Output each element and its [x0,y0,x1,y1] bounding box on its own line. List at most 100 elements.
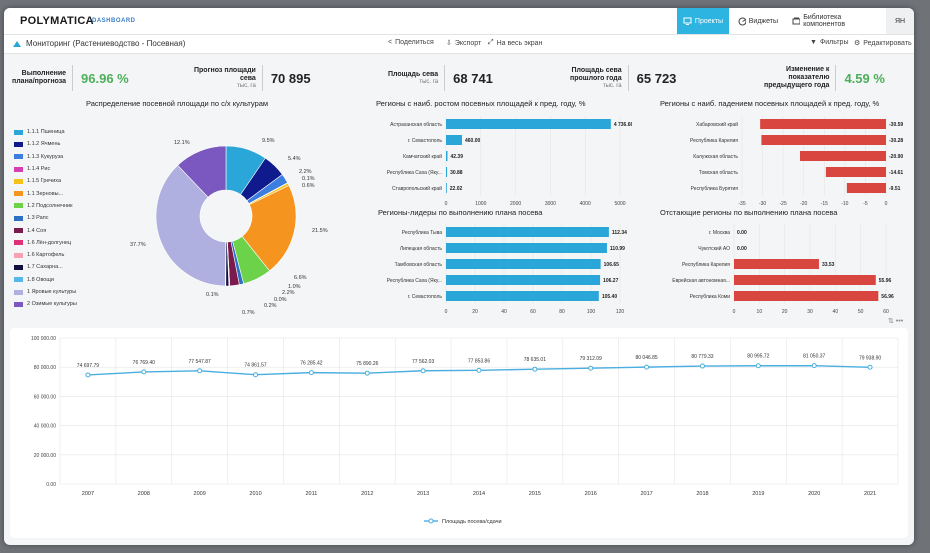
pie-slice[interactable] [241,185,297,272]
legend-item[interactable]: 1.1 Зерновы... [14,187,77,199]
widget-menu-icon[interactable]: ⇅ ••• [888,318,904,325]
category-label: Республика Карелия [690,138,738,144]
data-point[interactable] [476,367,482,373]
y-tick-label: 20 000.00 [34,453,56,459]
legend-marker [428,518,434,524]
data-point[interactable] [867,364,873,370]
nav-projects[interactable]: Проекты [677,8,729,34]
nav-projects-label: Проекты [694,17,723,25]
growth-title: Регионы с наиб. ростом посевных площадей… [376,99,586,108]
nav-component-library[interactable]: Библиотека компонентов [786,8,884,34]
legend-label: 1.8 Овощи [27,276,54,283]
legend-item[interactable]: 2 Озимые культуры [14,298,77,310]
bar[interactable] [734,259,819,269]
data-label: 75 890.26 [356,361,378,367]
category-label: Калужская область [693,154,738,160]
data-point[interactable] [308,370,314,376]
pie-slice-label: 37.7% [130,242,146,248]
x-tick-label: -10 [841,201,848,207]
edit-button[interactable]: ⚙ Редактировать [854,39,912,48]
bar[interactable] [446,291,599,301]
bar[interactable] [800,151,886,161]
data-point[interactable] [588,365,594,371]
bar[interactable] [446,135,463,145]
bar[interactable] [446,227,609,237]
data-point[interactable] [699,363,705,369]
data-point[interactable] [755,363,761,369]
user-avatar[interactable]: ЯН [886,8,914,34]
data-point[interactable] [364,370,370,376]
bar[interactable] [734,275,876,285]
legend-item[interactable]: 1.7 Сахарна... [14,261,77,273]
bar-value-label: 4 736.66 [614,122,632,128]
legend-label: 1.2 Подсолнечник [27,202,73,209]
data-point[interactable] [532,366,538,372]
dashboard-toolbar: Мониторинг (Растениеводство - Посевная) … [4,35,914,54]
legend-item[interactable]: 1.2 Подсолнечник [14,200,77,212]
kpi-label-line3: предыдущего года [764,82,830,89]
legend-item[interactable]: 1.1.5 Гречиха [14,175,77,187]
category-label: г. Севастополь [408,294,443,300]
pie-legend: 1.1.1 Пшеница 1.1.2 Ячмень 1.1.3 Кукуруза 1… [14,126,77,310]
bar[interactable] [846,183,886,193]
bar[interactable] [446,119,611,129]
pie-slice[interactable] [177,145,227,198]
data-point[interactable] [420,368,426,374]
bar-value-label: 460.00 [465,138,481,144]
bar[interactable] [734,291,879,301]
legend-item[interactable]: 1.4 Соя [14,224,77,236]
kpi-label-line2: сева [239,75,256,82]
bar-value-label: 42.39 [450,154,463,160]
bar[interactable] [761,135,886,145]
pie-slice-label: 2.2% [282,290,295,296]
filters-label: Фильтры [819,39,849,46]
data-point[interactable] [253,372,259,378]
kpi-value: 4.59 % [844,70,885,86]
fullscreen-button[interactable]: ⤢ На весь экран [488,39,542,47]
bar[interactable] [825,167,886,177]
filters-button[interactable]: ▼ Фильтры [810,39,848,46]
legend-label: 1.1.5 Гречиха [27,178,62,185]
legend-item[interactable]: 1.1.4 Рис [14,163,77,175]
data-point[interactable] [85,372,91,378]
legend-label[interactable]: Площадь посева/сдачи [442,519,502,525]
legend-item[interactable]: 1.6 Картофель [14,249,77,261]
legend-swatch [14,191,23,197]
kpi-value: 68 741 [453,70,493,86]
kpi-label-line1: Выполнение [21,70,67,77]
bar[interactable] [446,259,601,269]
x-tick-label: 40 [833,309,839,315]
nav-widgets[interactable]: Виджеты [732,8,784,34]
decline-title: Регионы с наиб. падением посевных площад… [660,99,880,108]
data-point[interactable] [644,364,650,370]
legend-item[interactable]: 1.1.2 Ячмень [14,138,77,150]
bar-value-label: 0.00 [737,230,747,236]
export-button[interactable]: ⇩ Экспорт [446,39,481,48]
data-point[interactable] [811,363,817,369]
bar-value-label: 22.02 [450,186,463,192]
x-tick-label: 50 [858,309,864,315]
bar[interactable] [446,151,448,161]
bar[interactable] [760,119,886,129]
share-button[interactable]: < Поделиться [388,39,434,46]
category-label: Республика Бурятия [691,186,739,192]
bar[interactable] [446,275,601,285]
legend-item[interactable]: 1.1.1 Пшеница [14,126,77,138]
bar[interactable] [446,183,447,193]
legend-item[interactable]: 1.1.3 Кукуруза [14,151,77,163]
legend-item[interactable]: 1.3 Рапс [14,212,77,224]
bar[interactable] [446,243,607,253]
bar[interactable] [446,167,448,177]
legend-swatch [14,141,23,147]
share-label: Поделиться [395,39,434,46]
legend-swatch [14,178,23,184]
legend-item[interactable]: 1 Яровые культуры [14,286,77,298]
data-point[interactable] [141,369,147,375]
legend-item[interactable]: 1.6 Лён-долгунец [14,237,77,249]
pie-slice[interactable] [155,164,227,287]
y-tick-label: 60 000.00 [34,394,56,400]
legend-item[interactable]: 1.8 Овощи [14,274,77,286]
data-point[interactable] [197,368,203,374]
data-label: 76 769.40 [133,360,155,366]
x-tick-label: 120 [616,309,625,315]
